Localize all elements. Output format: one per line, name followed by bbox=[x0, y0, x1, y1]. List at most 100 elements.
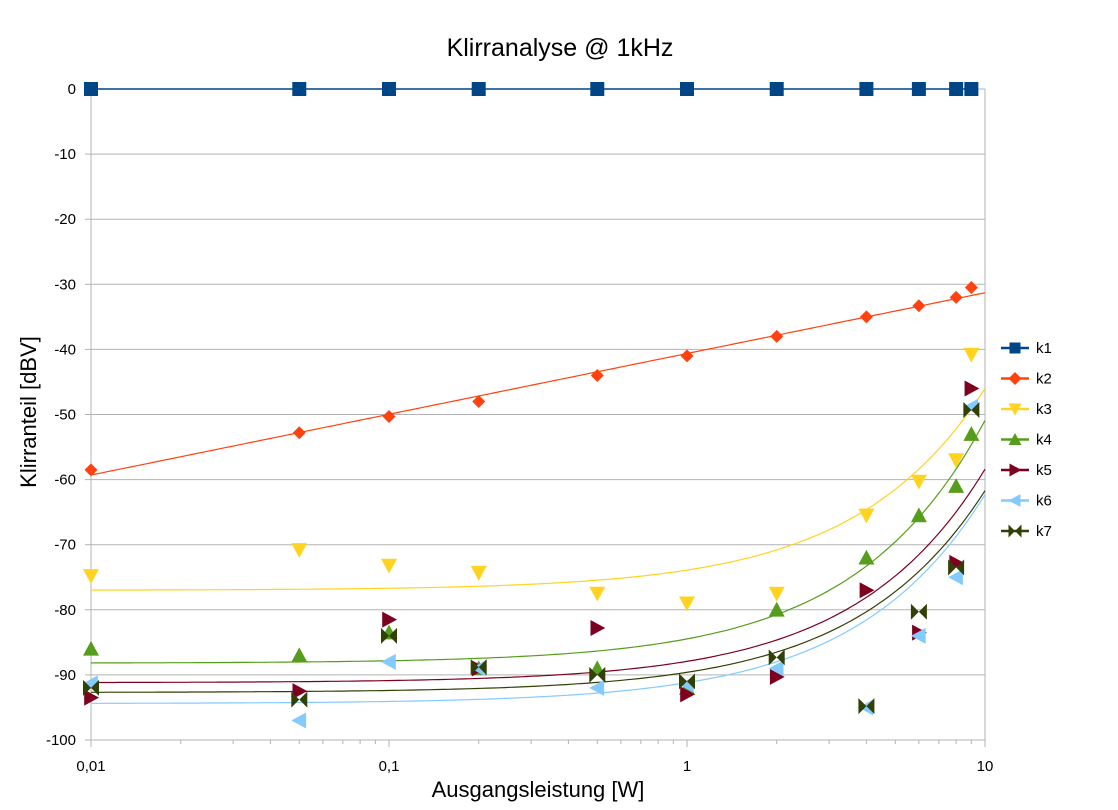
y-tick-label: -20 bbox=[54, 211, 76, 228]
legend: k1 k2 k3 k4 k5 k6 k7 bbox=[1001, 340, 1052, 540]
data-point bbox=[292, 426, 306, 440]
data-point bbox=[769, 82, 784, 96]
legend-item-k7: k7 bbox=[1001, 523, 1052, 540]
data-point bbox=[83, 679, 99, 696]
series-k3 bbox=[83, 347, 980, 612]
data-point bbox=[291, 647, 308, 663]
marker-layer bbox=[83, 82, 980, 729]
data-point bbox=[768, 660, 784, 677]
data-point bbox=[589, 586, 606, 602]
x-tick-label: 1 bbox=[683, 758, 691, 775]
grid-layer bbox=[91, 88, 985, 741]
y-tick-label: -10 bbox=[54, 146, 76, 163]
y-tick-label: -40 bbox=[54, 341, 76, 358]
data-point bbox=[859, 310, 873, 324]
data-point bbox=[964, 380, 980, 397]
data-point bbox=[963, 401, 980, 418]
data-point bbox=[948, 569, 963, 586]
legend-swatch-marker bbox=[1009, 463, 1022, 477]
x-tick-label: 0,01 bbox=[76, 758, 105, 775]
data-point bbox=[680, 82, 694, 96]
data-point bbox=[382, 409, 396, 423]
data-point bbox=[470, 565, 487, 581]
data-point bbox=[910, 603, 927, 620]
chart-title: Klirranalyse @ 1kHz bbox=[447, 34, 674, 62]
data-point bbox=[84, 82, 98, 96]
data-point bbox=[679, 596, 695, 612]
data-point bbox=[858, 508, 875, 524]
data-point bbox=[858, 549, 875, 565]
legend-item-k4: k4 bbox=[1001, 432, 1052, 449]
legend-swatch-marker bbox=[1009, 342, 1021, 354]
data-point bbox=[381, 627, 397, 644]
data-point bbox=[859, 82, 874, 96]
data-point bbox=[949, 82, 964, 96]
data-point bbox=[471, 82, 486, 96]
data-point bbox=[769, 668, 785, 685]
y-tick-label: -30 bbox=[54, 276, 76, 293]
legend-item-k6: k6 bbox=[1001, 493, 1052, 510]
data-point bbox=[949, 290, 963, 304]
series-k4 bbox=[83, 426, 980, 695]
data-point bbox=[472, 394, 486, 408]
y-tick-label: -70 bbox=[54, 537, 76, 554]
legend-item-k3: k3 bbox=[1001, 401, 1052, 418]
legend-swatch-marker bbox=[1008, 524, 1022, 538]
series-k6 bbox=[83, 398, 979, 729]
x-axis-label: Ausgangsleistung [W] bbox=[432, 777, 645, 802]
data-point bbox=[590, 82, 605, 96]
data-point bbox=[679, 673, 695, 690]
legend-swatch-marker bbox=[1008, 403, 1022, 416]
data-point bbox=[381, 558, 397, 574]
data-point bbox=[680, 686, 695, 703]
trendline-k4 bbox=[91, 420, 986, 664]
data-point bbox=[84, 463, 98, 477]
legend-item-k5: k5 bbox=[1001, 462, 1052, 479]
legend-label: k5 bbox=[1036, 462, 1052, 479]
y-tick-label: -80 bbox=[54, 602, 76, 619]
data-point bbox=[910, 474, 927, 490]
data-point bbox=[910, 507, 927, 523]
data-point bbox=[590, 620, 606, 637]
y-axis-label: Klirranteil [dBV] bbox=[16, 336, 41, 488]
data-point bbox=[858, 698, 875, 715]
data-point bbox=[964, 281, 978, 295]
data-point bbox=[912, 299, 926, 313]
y-tick-label: 0 bbox=[68, 81, 76, 98]
data-point bbox=[910, 627, 926, 644]
legend-swatch-marker bbox=[1008, 433, 1022, 446]
trendline-k5 bbox=[91, 468, 986, 684]
data-point bbox=[911, 82, 926, 96]
data-point bbox=[83, 640, 99, 656]
data-point bbox=[291, 543, 308, 558]
data-point bbox=[859, 582, 875, 599]
data-point bbox=[963, 426, 980, 441]
legend-item-k2: k2 bbox=[1001, 371, 1052, 388]
x-tick-label: 0,1 bbox=[379, 758, 400, 775]
legend-label: k4 bbox=[1036, 432, 1052, 449]
data-point bbox=[589, 666, 606, 683]
data-point bbox=[768, 649, 785, 666]
data-point bbox=[382, 82, 396, 96]
data-point bbox=[381, 653, 396, 670]
y-tick-label: -90 bbox=[54, 667, 76, 684]
data-point bbox=[292, 82, 307, 96]
data-point bbox=[768, 586, 785, 602]
legend-label: k7 bbox=[1036, 523, 1052, 540]
trendline-k6 bbox=[91, 494, 986, 704]
series-k5 bbox=[84, 380, 980, 706]
data-point bbox=[964, 82, 979, 96]
data-point bbox=[590, 368, 604, 382]
legend-swatch-marker bbox=[1008, 372, 1022, 385]
series-k2 bbox=[84, 281, 978, 477]
trendline-layer bbox=[90, 88, 986, 704]
y-tick-label: -50 bbox=[54, 407, 76, 424]
data-point bbox=[948, 559, 965, 576]
legend-item-k1: k1 bbox=[1001, 340, 1052, 357]
trendline-k3 bbox=[91, 388, 986, 591]
legend-label: k2 bbox=[1036, 371, 1052, 388]
data-point bbox=[83, 569, 99, 584]
trendline-k7 bbox=[91, 490, 986, 693]
